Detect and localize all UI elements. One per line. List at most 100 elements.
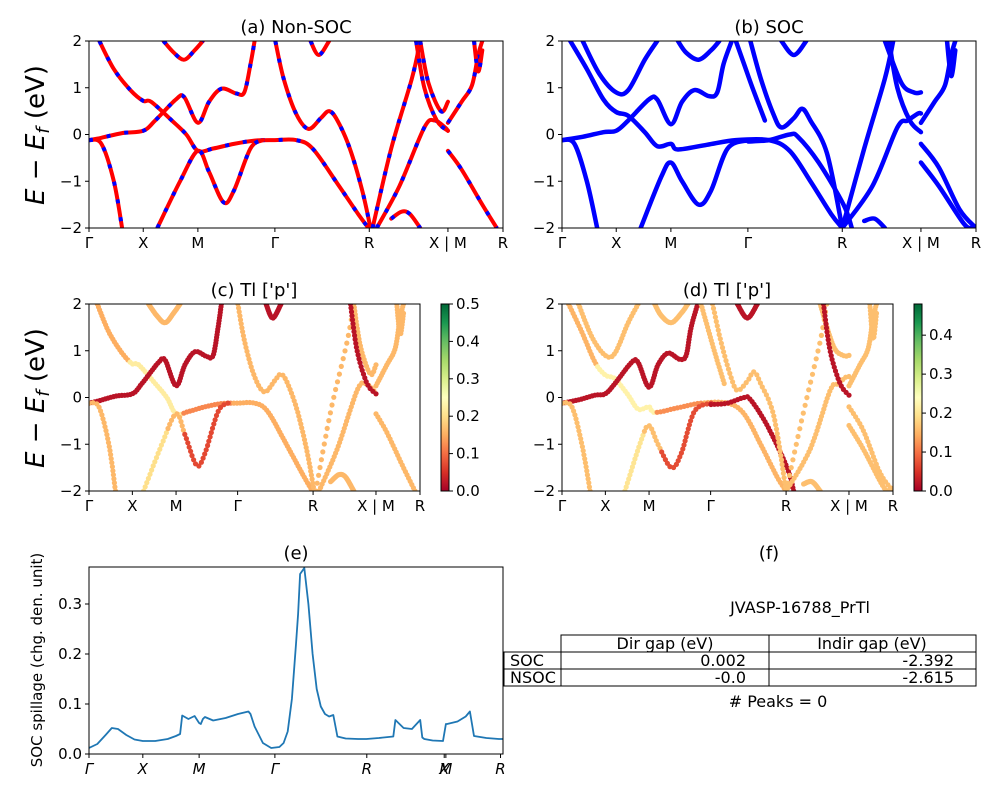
projected-point [350,321,356,327]
projected-point [815,348,821,354]
projected-point [150,463,156,469]
svg-text:E − Ef (eV): E − Ef (eV) [21,65,54,205]
x-tick-label: Γ [85,760,95,778]
projected-point [355,352,361,358]
projected-point [158,442,164,448]
band-line-base [472,41,485,74]
projected-point [209,425,216,431]
projected-point [110,468,116,474]
projected-point [728,375,734,381]
projected-point [721,349,727,355]
y-tick-label: −2 [60,482,82,500]
projected-point [301,433,307,439]
projected-point [206,438,212,444]
y-tick-label: −1 [533,172,555,190]
projected-point [579,444,586,450]
projected-point [629,464,636,470]
projected-point [626,476,632,482]
projected-point [788,465,794,471]
projected-point [316,472,322,478]
projected-point [188,448,194,454]
x-tick-label: Γ [85,497,94,515]
projected-point [208,430,214,436]
projected-point [689,414,695,420]
projected-point [327,410,333,416]
projected-point [628,468,634,474]
projected-point [303,444,309,451]
projected-point [304,448,310,454]
projected-point [177,304,183,307]
projected-point [241,337,247,343]
projected-point [213,412,220,419]
projected-point [759,384,765,390]
projected-point [678,450,685,456]
projected-point [157,446,163,452]
band-line [748,41,845,228]
panel-b-plot-area [562,41,976,228]
projected-point [302,441,308,447]
projected-point [723,358,729,364]
colorbar-tick-label: 0.3 [929,365,953,383]
projected-point [681,442,687,448]
projected-point [180,427,186,433]
projected-point [111,480,117,486]
panel-c-projected-bands: −2 −1 0 1 2 Γ X M Γ R X | M R [60,295,425,515]
x-tick-label: R [362,760,372,778]
projected-point [649,426,655,432]
projected-point [817,488,823,491]
projected-point [873,310,880,316]
projected-point [808,379,814,385]
band-line-overlay [418,41,450,114]
projected-point [240,333,246,339]
y-tick-label: 2 [72,295,82,313]
projected-point [100,416,106,422]
projected-point [772,417,778,423]
panel-d-plot-area [562,304,893,491]
projected-point [299,425,305,431]
projected-point [624,480,631,486]
colorbar-gradient [440,303,450,492]
projected-point [577,432,583,438]
y-tick-label: 2 [72,32,82,50]
projected-point [353,340,359,346]
projected-point [710,305,717,311]
projected-point [768,404,775,410]
projected-point [640,432,646,438]
projected-point [822,313,828,319]
projected-point [824,329,830,335]
band-line-base [89,137,125,228]
projected-point [306,460,312,466]
projected-point [98,408,104,414]
projected-point [239,325,245,331]
projected-point [112,484,118,490]
projected-point [634,448,641,454]
band-line-base [155,138,265,228]
projected-point [823,321,829,327]
projected-point [623,484,629,490]
projected-point [811,364,817,370]
projected-point [348,305,354,311]
colorbar-tick-label: 0.3 [456,370,480,388]
panel-f-title: (f) [759,543,779,564]
axes-frame [88,566,504,755]
projected-point [296,413,302,419]
y-tick-label: 0.2 [58,645,82,663]
projected-point [112,488,119,491]
projected-point [104,432,110,438]
projected-point [718,340,725,346]
projected-point [639,436,645,442]
projected-point [773,426,780,432]
band-line-base [389,209,423,228]
panel-b-soc-bands: −2 −1 0 1 2 Γ X M Γ R X | M R [533,32,981,252]
band-line-overlay [374,117,450,228]
projected-point [800,410,806,416]
projected-point [715,327,721,333]
projected-point [737,386,743,392]
projected-point [802,402,808,408]
projected-point [846,392,852,398]
table-cell-soc-indir: -2.392 [902,651,954,670]
projected-point [349,313,355,319]
projected-point [713,318,719,325]
x-tick-label: R [781,497,791,515]
projected-point [809,371,816,377]
